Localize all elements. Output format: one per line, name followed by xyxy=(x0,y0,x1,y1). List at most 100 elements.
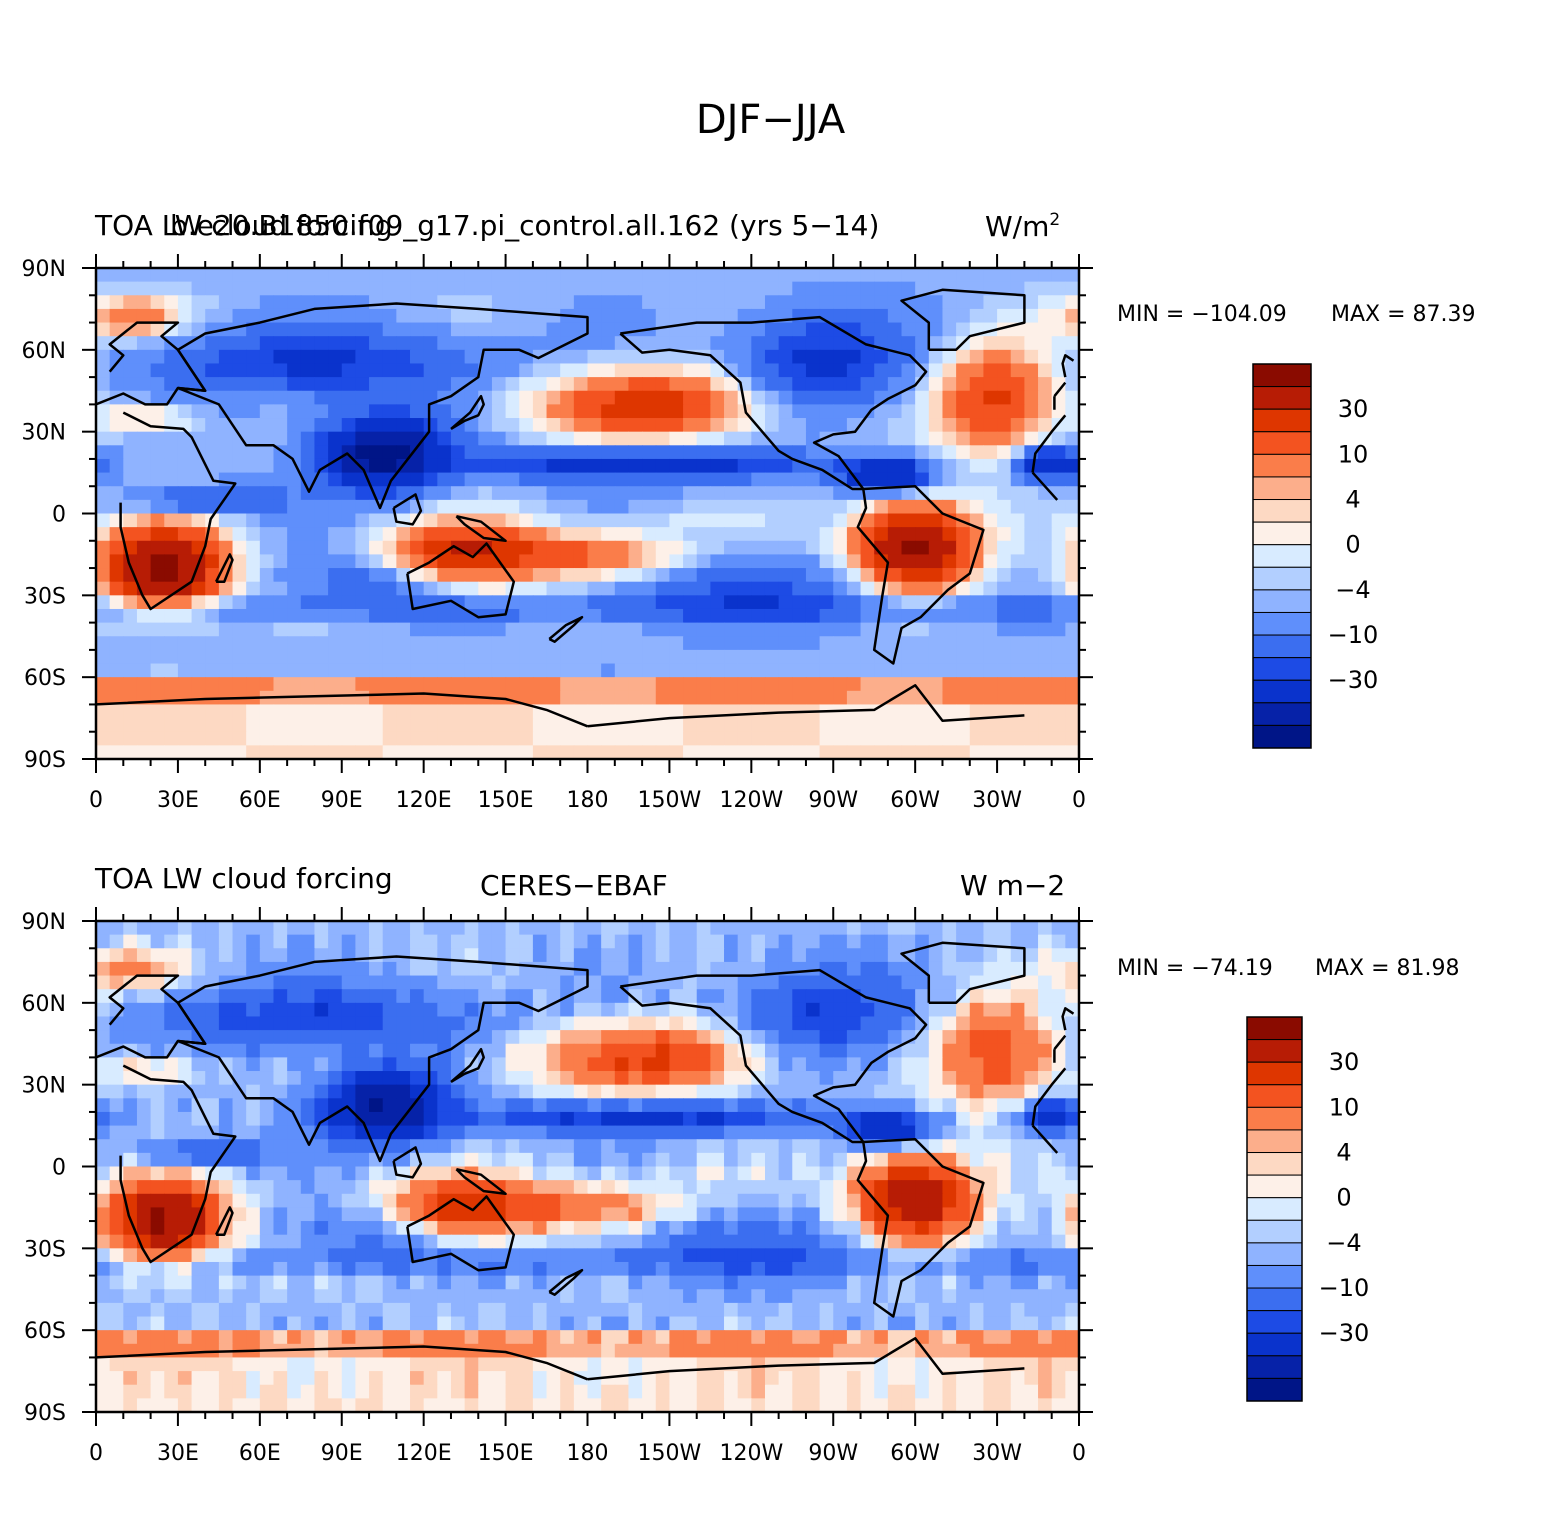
field-cell xyxy=(396,581,411,596)
field-cell xyxy=(942,663,957,678)
field-cell xyxy=(314,1193,329,1209)
field-cell xyxy=(601,1071,616,1086)
field-cell xyxy=(300,1152,316,1168)
field-cell xyxy=(96,1125,111,1140)
field-cell xyxy=(642,281,657,296)
field-cell xyxy=(382,295,397,310)
field-cell xyxy=(956,1302,971,1318)
field-cell xyxy=(450,431,466,446)
field-cell xyxy=(860,1261,875,1277)
field-cell xyxy=(150,349,165,365)
field-cell xyxy=(423,268,438,283)
field-cell xyxy=(519,527,534,542)
field-cell xyxy=(300,745,316,759)
field-cell xyxy=(1010,636,1025,651)
field-cell xyxy=(1024,975,1039,990)
field-cell xyxy=(997,431,1012,446)
field-cell xyxy=(983,308,998,324)
field-cell xyxy=(1065,636,1079,651)
field-cell xyxy=(164,486,179,501)
field-cell xyxy=(1038,622,1053,637)
field-cell xyxy=(96,663,111,678)
field-cell xyxy=(983,677,998,692)
field-cell xyxy=(164,1261,179,1277)
field-cell xyxy=(450,622,466,637)
field-cell xyxy=(396,1261,411,1277)
field-cell xyxy=(123,1275,138,1290)
field-cell xyxy=(423,1289,438,1304)
field-cell xyxy=(505,1289,520,1304)
field-cell xyxy=(1024,513,1039,528)
field-cell xyxy=(341,608,357,624)
field-cell xyxy=(96,1248,111,1263)
field-cell xyxy=(983,363,998,378)
field-cell xyxy=(792,1180,807,1195)
field-cell xyxy=(887,961,903,977)
field-cell xyxy=(696,975,711,990)
field-cell xyxy=(751,554,766,569)
field-cell xyxy=(560,1180,575,1195)
field-cell xyxy=(560,513,575,528)
field-cell xyxy=(246,704,261,719)
field-cell xyxy=(956,486,971,501)
field-cell xyxy=(887,1016,903,1031)
field-cell xyxy=(328,1302,343,1318)
field-cell xyxy=(669,948,684,963)
field-cell xyxy=(819,595,834,610)
field-cell xyxy=(478,1071,493,1086)
field-cell xyxy=(969,690,985,706)
field-cell xyxy=(942,1180,957,1195)
field-cell xyxy=(642,390,657,405)
field-cell xyxy=(328,349,343,365)
field-cell xyxy=(683,268,698,283)
field-cell xyxy=(1065,281,1079,296)
field-cell xyxy=(724,1275,739,1290)
field-cell xyxy=(273,731,288,746)
field-cell xyxy=(218,1261,234,1277)
field-cell xyxy=(505,1193,520,1209)
field-cell xyxy=(778,1275,793,1290)
field-cell xyxy=(860,390,875,405)
field-cell xyxy=(1065,1166,1079,1181)
field-cell xyxy=(683,677,698,692)
field-cell xyxy=(491,622,507,637)
field-cell xyxy=(123,445,138,460)
field-cell xyxy=(246,1139,261,1154)
field-cell xyxy=(805,1043,821,1058)
field-cell xyxy=(1038,690,1053,706)
field-cell xyxy=(915,472,930,487)
field-cell xyxy=(915,527,930,542)
field-cell xyxy=(942,1152,957,1168)
field-cell xyxy=(205,295,220,310)
field-cell xyxy=(792,431,807,446)
field-cell xyxy=(601,418,616,433)
field-cell xyxy=(601,1002,616,1018)
field-cell xyxy=(969,677,985,692)
field-cell xyxy=(96,1139,111,1154)
field-cell xyxy=(218,934,234,949)
field-cell xyxy=(218,1084,234,1099)
field-cell xyxy=(314,1098,329,1113)
field-cell xyxy=(355,513,370,528)
field-cell xyxy=(96,377,111,392)
field-cell xyxy=(464,718,479,733)
field-cell xyxy=(314,1248,329,1263)
field-cell xyxy=(573,649,589,665)
field-cell xyxy=(246,268,261,283)
field-cell xyxy=(587,336,602,351)
field-cell xyxy=(1024,431,1039,446)
field-cell xyxy=(259,554,275,569)
field-cell xyxy=(655,745,671,759)
field-cell xyxy=(123,1302,138,1318)
field-cell xyxy=(560,636,575,651)
field-cell xyxy=(396,1139,411,1154)
field-cell xyxy=(109,961,124,977)
field-cell xyxy=(382,745,397,759)
field-cell xyxy=(164,568,179,583)
field-cell xyxy=(300,1316,316,1331)
field-cell xyxy=(96,704,111,719)
field-cell xyxy=(942,308,957,324)
field-cell xyxy=(805,1221,821,1236)
field-cell xyxy=(300,1016,316,1031)
field-cell xyxy=(382,1302,397,1318)
